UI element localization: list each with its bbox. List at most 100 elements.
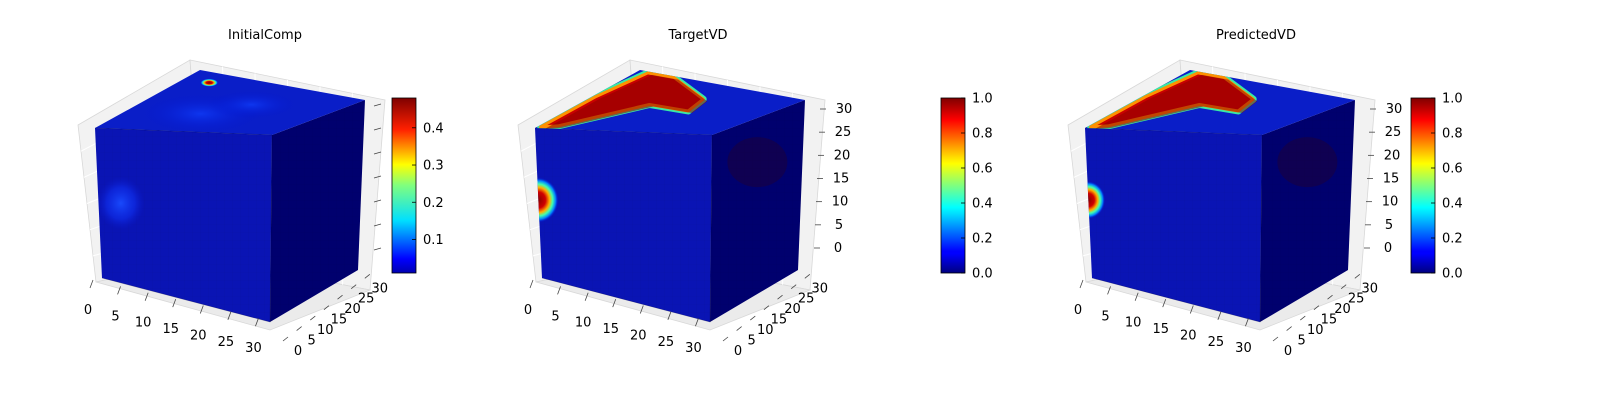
- colorbar-gradient: [940, 97, 966, 274]
- x-tick-label: 15: [1152, 322, 1169, 337]
- z-tick-mark: [373, 127, 382, 131]
- y-tick-mark: [777, 294, 783, 300]
- z-tick-mark: [373, 199, 382, 203]
- y-tick-mark: [736, 326, 742, 331]
- x-tick-label: 20: [1180, 328, 1197, 343]
- z-tick-label: 5: [1385, 218, 1393, 233]
- y-tick-mark: [1327, 294, 1333, 300]
- z-tick-mark: [373, 223, 382, 227]
- x-tick-label: 30: [685, 341, 702, 356]
- y-tick-label: 25: [798, 292, 815, 307]
- colorbar-tick-label: 0.0: [1442, 267, 1463, 282]
- y-tick-mark: [296, 326, 302, 331]
- x-tick-mark: [227, 311, 232, 320]
- y-tick-mark: [790, 284, 797, 290]
- band-shade: [544, 74, 708, 129]
- z-tick-label: 30: [1386, 102, 1403, 117]
- colorbar-tick-label: 0.2: [972, 232, 993, 247]
- z-tick-mark: [373, 175, 382, 179]
- y-tick-mark: [337, 294, 343, 300]
- x-tick-label: 20: [630, 328, 647, 343]
- y-tick-mark: [323, 305, 330, 310]
- x-tick-label: 20: [190, 328, 207, 343]
- y-tick-mark: [1340, 284, 1347, 290]
- z-tick-label: 15: [833, 172, 850, 187]
- colorbar-tick-label: 0.6: [1442, 162, 1463, 177]
- y-tick-mark: [763, 305, 770, 310]
- x-tick-label: 5: [1101, 309, 1109, 324]
- feature-blob: [97, 176, 145, 230]
- x-tick-mark: [89, 279, 94, 289]
- band-shadow: [727, 137, 788, 188]
- x-tick-mark: [199, 305, 204, 314]
- x-tick-label: 0: [84, 303, 92, 318]
- x-tick-mark: [584, 292, 589, 301]
- colorbar-tick-label: 0.0: [972, 267, 993, 282]
- z-tick-label: 30: [836, 102, 853, 117]
- y-tick-label: 0: [734, 344, 742, 359]
- cube-edge: [1084, 127, 1263, 323]
- colorbar-gradient: [1410, 97, 1436, 274]
- y-tick-label: 30: [372, 281, 389, 296]
- band-shadow: [1277, 137, 1338, 188]
- y-tick-label: 5: [747, 334, 755, 349]
- band-shade: [1094, 74, 1258, 129]
- y-tick-label: 0: [294, 344, 302, 359]
- y-tick-label: 15: [331, 313, 348, 328]
- spot: [200, 78, 219, 87]
- y-tick-label: 25: [358, 292, 375, 307]
- y-tick-label: 10: [757, 323, 774, 338]
- y-tick-mark: [364, 273, 371, 279]
- feature-haze: [140, 90, 297, 134]
- y-tick-label: 20: [344, 302, 361, 317]
- x-tick-mark: [1079, 279, 1084, 289]
- colorbar-tick-label: 0.8: [972, 127, 993, 142]
- x-tick-label: 5: [111, 309, 119, 324]
- colorbar-tick-label: 0.4: [972, 197, 993, 212]
- x-tick-mark: [117, 286, 121, 295]
- y-tick-label: 10: [317, 323, 334, 338]
- colorbar-tick-label: 0.4: [423, 121, 444, 136]
- z-tick-label: 0: [1384, 241, 1392, 256]
- colorbar-tick-label: 0.4: [1442, 197, 1463, 212]
- y-tick-mark: [750, 315, 756, 321]
- z-tick-label: 0: [834, 241, 842, 256]
- x-tick-mark: [1217, 311, 1222, 320]
- feature-band: [537, 70, 708, 131]
- x-tick-mark: [1189, 305, 1194, 314]
- panel-title: TargetVD: [667, 28, 727, 43]
- x-tick-mark: [557, 286, 561, 295]
- z-tick-label: 10: [1382, 195, 1399, 210]
- colorbar: 0.0 0.2 0.4 0.6 0.8 1.0: [940, 92, 993, 282]
- x-tick-label: 5: [551, 309, 559, 324]
- x-tick-mark: [695, 318, 699, 327]
- y-tick-label: 0: [1284, 344, 1292, 359]
- x-tick-label: 25: [1208, 335, 1225, 350]
- feature-spot: [200, 78, 219, 87]
- colorbar: 0.1 0.2 0.3 0.4: [391, 97, 444, 274]
- cube-right-grid: [1260, 100, 1355, 322]
- z-tick-label: 25: [1385, 125, 1402, 140]
- x-tick-mark: [1107, 286, 1111, 295]
- x-tick-mark: [255, 318, 259, 327]
- x-tick-label: 30: [245, 341, 262, 356]
- colorbar-tick-label: 0.6: [972, 162, 993, 177]
- z-tick-label: 20: [1384, 148, 1401, 163]
- y-tick-mark: [1300, 315, 1306, 321]
- y-tick-mark: [722, 336, 729, 342]
- colorbar-tick-label: 1.0: [1442, 92, 1463, 107]
- x-tick-label: 0: [1074, 303, 1082, 318]
- y-tick-label: 15: [771, 313, 788, 328]
- x-tick-mark: [172, 298, 177, 308]
- z-tick-label: 25: [835, 125, 852, 140]
- x-tick-label: 10: [575, 316, 592, 331]
- z-tick-label: 20: [834, 148, 851, 163]
- cube-front-grid: [535, 128, 712, 322]
- colorbar-tick-label: 0.2: [1442, 232, 1463, 247]
- x-tick-mark: [639, 305, 644, 314]
- feature-band: [1087, 70, 1258, 131]
- x-tick-label: 15: [602, 322, 619, 337]
